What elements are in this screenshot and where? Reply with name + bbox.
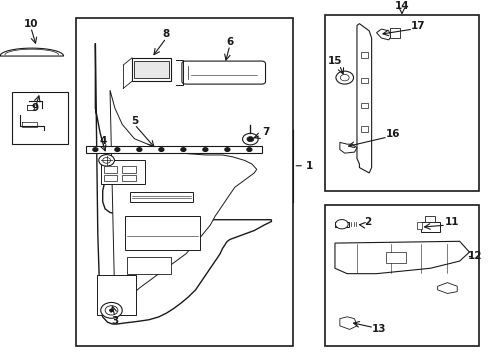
Circle shape — [203, 148, 207, 151]
Text: 9: 9 — [32, 103, 39, 113]
Text: 15: 15 — [327, 57, 342, 67]
Bar — [360, 53, 367, 58]
Text: 13: 13 — [371, 324, 386, 334]
Circle shape — [159, 148, 163, 151]
Polygon shape — [85, 146, 261, 153]
Bar — [101, 160, 145, 184]
Circle shape — [242, 134, 258, 145]
Bar — [425, 216, 434, 222]
Bar — [416, 222, 422, 229]
FancyBboxPatch shape — [182, 61, 265, 84]
Circle shape — [335, 220, 347, 229]
Bar — [386, 252, 405, 263]
Circle shape — [224, 148, 229, 151]
Text: 14: 14 — [394, 1, 408, 12]
Circle shape — [246, 148, 251, 151]
Polygon shape — [437, 283, 456, 293]
Bar — [360, 78, 367, 83]
Bar — [325, 15, 478, 191]
Bar — [420, 222, 439, 232]
Bar — [325, 205, 478, 346]
Circle shape — [93, 148, 98, 151]
Bar — [132, 58, 171, 81]
Text: 6: 6 — [226, 37, 233, 47]
Polygon shape — [334, 241, 468, 274]
Circle shape — [109, 309, 114, 312]
Polygon shape — [356, 24, 371, 173]
Bar — [334, 221, 348, 227]
Text: 2: 2 — [364, 217, 370, 227]
Text: 16: 16 — [385, 129, 400, 139]
Text: 3: 3 — [111, 316, 118, 326]
Bar — [76, 18, 293, 346]
Text: 7: 7 — [261, 127, 269, 136]
Bar — [122, 175, 136, 181]
Bar — [360, 103, 367, 108]
Circle shape — [340, 75, 348, 81]
Text: 11: 11 — [444, 217, 458, 227]
Text: 17: 17 — [410, 21, 425, 31]
Circle shape — [102, 157, 110, 163]
Circle shape — [181, 148, 185, 151]
Bar — [129, 192, 193, 202]
Text: 5: 5 — [131, 116, 138, 126]
Bar — [122, 166, 136, 172]
Circle shape — [246, 136, 253, 141]
Bar — [389, 28, 400, 38]
Polygon shape — [95, 44, 271, 324]
Bar — [134, 62, 168, 78]
Bar — [360, 126, 367, 132]
Text: 12: 12 — [467, 251, 482, 261]
Polygon shape — [110, 90, 256, 308]
Polygon shape — [339, 142, 356, 153]
Polygon shape — [339, 317, 356, 329]
Bar — [103, 175, 117, 181]
Text: 1: 1 — [305, 161, 312, 171]
Circle shape — [101, 302, 122, 318]
Text: 4: 4 — [99, 136, 106, 145]
Bar — [127, 257, 171, 274]
Circle shape — [105, 306, 118, 315]
Bar — [124, 216, 200, 250]
Text: 8: 8 — [163, 30, 169, 40]
Bar — [12, 92, 68, 144]
Bar — [97, 275, 136, 315]
Circle shape — [137, 148, 142, 151]
Polygon shape — [376, 29, 390, 40]
Bar — [103, 166, 117, 172]
Polygon shape — [0, 48, 63, 56]
Circle shape — [115, 148, 120, 151]
Circle shape — [335, 71, 353, 84]
Circle shape — [99, 154, 114, 166]
Text: 10: 10 — [23, 19, 38, 29]
